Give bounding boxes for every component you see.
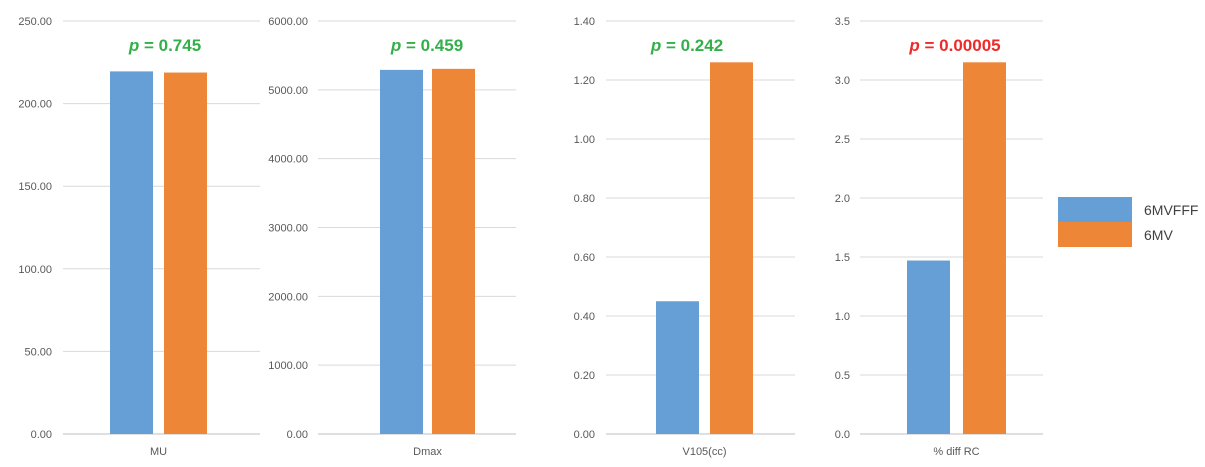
legend-item-6mv: 6MV xyxy=(1058,222,1198,247)
y-tick-label: 2.0 xyxy=(835,193,850,205)
x-tick-label: MU xyxy=(150,446,167,458)
y-tick-label: 200.00 xyxy=(18,99,52,111)
legend-swatch-6mv xyxy=(1058,222,1132,247)
y-tick-label: 3000.00 xyxy=(268,223,308,235)
y-tick-label: 0.80 xyxy=(574,193,595,205)
p-value-annotation: p = 0.242 xyxy=(650,36,723,55)
legend-item-6mvfff: 6MVFFF xyxy=(1058,197,1198,222)
legend-label-6mvfff: 6MVFFF xyxy=(1144,201,1199,218)
y-tick-label: 0.00 xyxy=(574,429,595,441)
y-tick-label: 0.40 xyxy=(574,311,595,323)
x-tick-label: V105(cc) xyxy=(682,446,726,458)
x-tick-label: % diff RC xyxy=(933,446,979,458)
bar-6mvfff xyxy=(380,69,423,434)
y-tick-label: 2.5 xyxy=(835,134,850,146)
bar-6mvfff xyxy=(110,71,153,435)
y-tick-label: 3.5 xyxy=(835,16,850,28)
y-tick-label: 4000.00 xyxy=(268,154,308,166)
y-tick-label: 100.00 xyxy=(18,264,52,276)
bar-6mvfff xyxy=(907,260,950,434)
y-tick-label: 0.60 xyxy=(574,252,595,264)
bar-6mv xyxy=(432,68,475,434)
legend-label-6mv: 6MV xyxy=(1144,226,1173,243)
y-tick-label: 1.20 xyxy=(574,75,595,87)
y-tick-label: 5000.00 xyxy=(268,85,308,97)
p-value-annotation: p = 0.745 xyxy=(128,36,201,55)
y-tick-label: 0.5 xyxy=(835,370,850,382)
y-tick-label: 1.40 xyxy=(574,16,595,28)
y-tick-label: 1.0 xyxy=(835,311,850,323)
bar-6mvfff xyxy=(656,301,699,434)
p-value-annotation: p = 0.00005 xyxy=(908,36,1000,55)
y-tick-label: 0.00 xyxy=(31,429,52,441)
p-value-annotation: p = 0.459 xyxy=(390,36,463,55)
y-tick-label: 2000.00 xyxy=(268,291,308,303)
x-tick-label: Dmax xyxy=(413,446,442,458)
y-tick-label: 1000.00 xyxy=(268,360,308,372)
y-tick-label: 0.0 xyxy=(835,429,850,441)
legend-swatch-6mvfff xyxy=(1058,197,1132,222)
bar-6mv xyxy=(963,62,1006,435)
y-tick-label: 0.20 xyxy=(574,370,595,382)
y-tick-label: 6000.00 xyxy=(268,16,308,28)
y-tick-label: 150.00 xyxy=(18,181,52,193)
bar-6mv xyxy=(710,62,753,435)
y-tick-label: 1.5 xyxy=(835,252,850,264)
y-tick-label: 250.00 xyxy=(18,16,52,28)
y-tick-label: 1.00 xyxy=(574,134,595,146)
legend: 6MVFFF 6MV xyxy=(1058,197,1198,247)
y-tick-label: 0.00 xyxy=(287,429,308,441)
y-tick-label: 3.0 xyxy=(835,75,850,87)
y-tick-label: 50.00 xyxy=(24,346,52,358)
bar-6mv xyxy=(164,72,207,435)
